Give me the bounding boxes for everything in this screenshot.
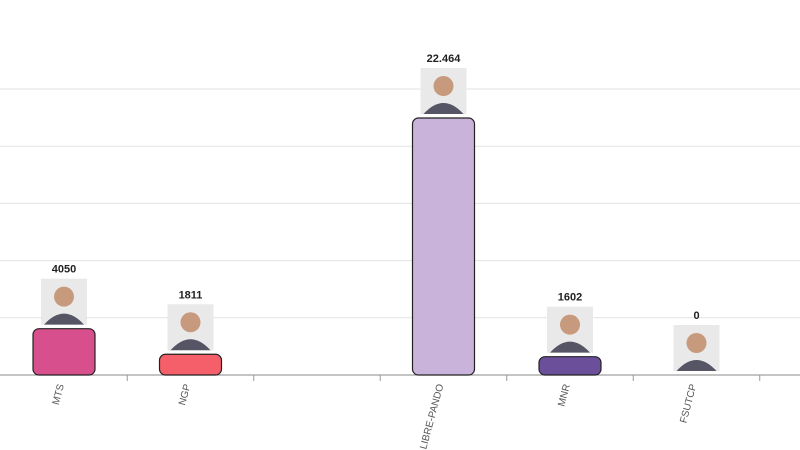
bar [158,353,223,376]
x-tick-label: LIBRE-PANDO [418,383,446,450]
photo-body [170,339,211,351]
bar [411,117,476,376]
candidate-photo [41,278,87,325]
candidate-photo [167,304,214,351]
bar [538,356,602,376]
bar [32,328,96,376]
photo-body [676,360,717,371]
x-tick-label: MNR [556,383,573,408]
photo-body [550,341,590,353]
value-label: 0 [693,310,699,322]
x-tick-label: MTS [51,383,67,407]
candidate-photo [420,68,467,115]
candidate-photo [547,306,593,353]
x-tick-label: FSUTCP [678,383,699,425]
x-tick-label: NGP [177,383,193,407]
value-label: 4050 [52,264,76,276]
photo-head [560,314,580,335]
photo-head [54,286,74,307]
photo-head [686,333,707,353]
photo-head [433,76,454,97]
photo-body [44,313,84,325]
value-label: 1811 [179,289,203,301]
value-label: 1602 [558,292,582,304]
photo-body [423,103,464,115]
photo-head [180,312,201,333]
value-label: 22.464 [427,53,462,65]
candidate-photo [673,325,720,371]
